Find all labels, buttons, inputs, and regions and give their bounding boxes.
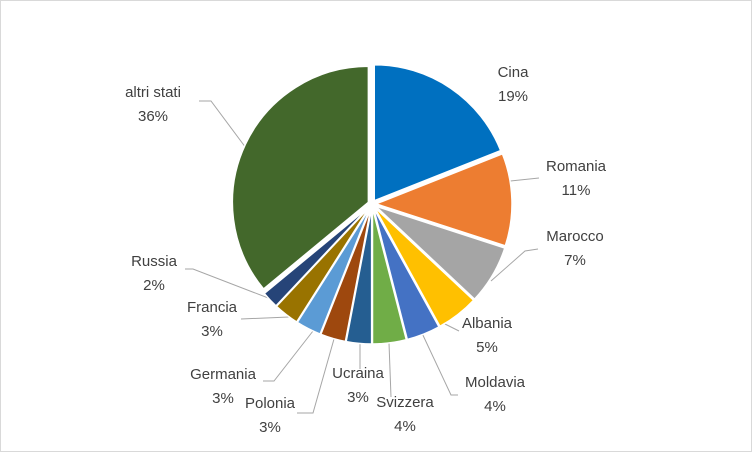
pie-slice-cina [373, 63, 502, 202]
leader-line-moldavia [420, 330, 458, 396]
pie-slice-svizzera [371, 207, 408, 345]
slice-percent-marocco: 7% [564, 252, 586, 269]
slice-percent-cina: 19% [498, 88, 528, 105]
slice-label-moldavia: Moldavia [465, 374, 526, 391]
slice-label-altri-stati: altri stati [125, 84, 181, 101]
slice-percent-russia: 2% [143, 277, 165, 294]
pie-slice-marocco [374, 205, 506, 301]
pie-slice-ucraina [345, 207, 373, 345]
slice-label-francia: Francia [187, 299, 238, 316]
slice-label-svizzera: Svizzera [376, 394, 434, 411]
slice-percent-romania: 11% [562, 182, 591, 199]
pie-slice-polonia [319, 207, 372, 343]
slice-percent-polonia: 3% [259, 419, 281, 436]
leader-line-svizzera [388, 342, 392, 398]
pie-slice-moldavia [372, 207, 441, 341]
slice-percent-francia: 3% [201, 323, 223, 340]
slice-label-albania: Albania [462, 315, 513, 332]
leader-line-germania [263, 330, 314, 382]
leader-line-altri-stati [199, 100, 247, 149]
leader-line-polonia [297, 338, 335, 414]
slice-percent-ucraina: 3% [347, 389, 369, 406]
leader-line-marocco [490, 248, 539, 282]
slice-percent-germania: 3% [212, 390, 234, 407]
slice-percent-albania: 5% [476, 339, 498, 356]
leader-line-francia [240, 316, 290, 320]
slice-label-marocco: Marocco [546, 228, 604, 245]
pie-slice-albania [373, 206, 475, 328]
slice-percent-moldavia: 4% [484, 398, 506, 415]
pie-slice-altri-stati [231, 65, 370, 291]
slice-label-germania: Germania [190, 366, 257, 383]
leader-line-albania [442, 322, 460, 332]
slice-percent-svizzera: 4% [394, 418, 416, 435]
leader-line-russia [185, 268, 277, 302]
pie-slice-russia [263, 206, 370, 307]
slice-label-ucraina: Ucraina [332, 365, 384, 382]
pie-slice-germania [296, 207, 371, 335]
slice-label-cina: Cina [498, 64, 530, 81]
slice-percent-altri-stati: 36% [138, 108, 168, 125]
pie-slice-romania [373, 152, 513, 247]
slice-label-romania: Romania [546, 158, 607, 175]
slice-label-polonia: Polonia [245, 395, 296, 412]
slice-label-russia: Russia [131, 253, 178, 270]
